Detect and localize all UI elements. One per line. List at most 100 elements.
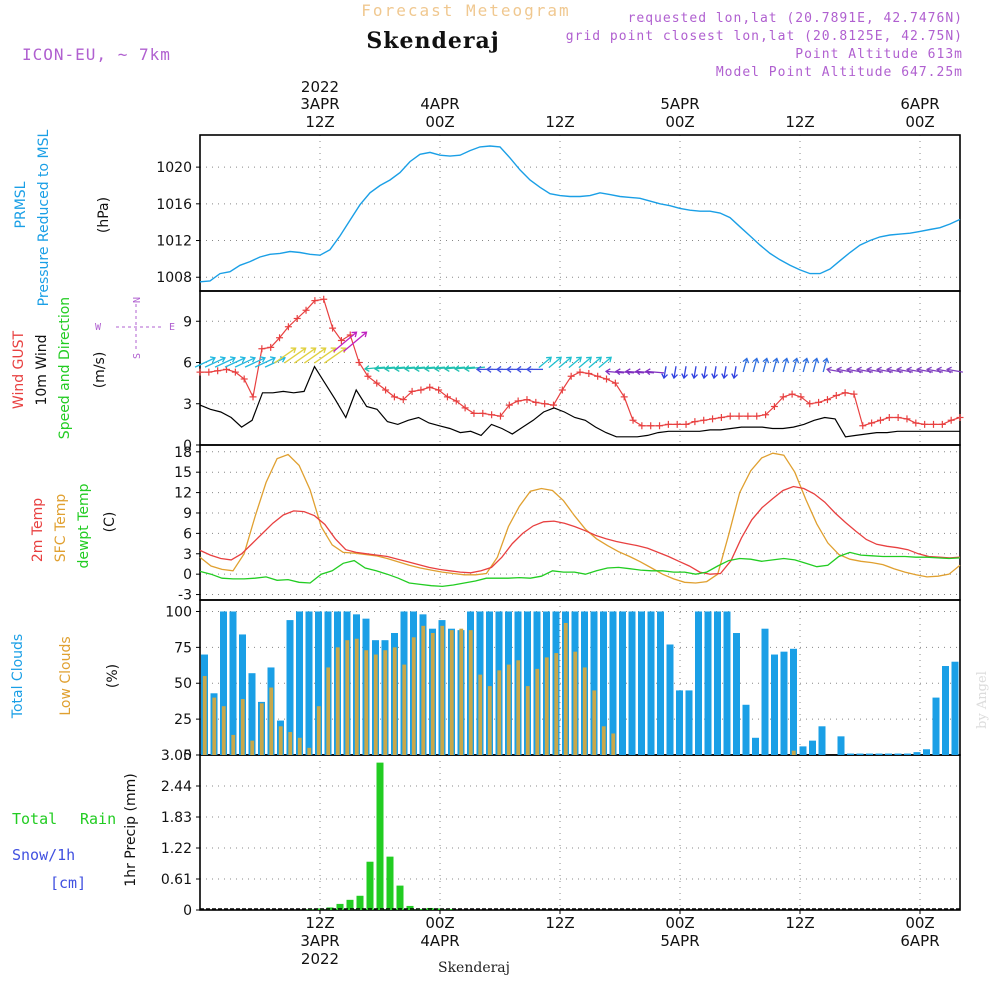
wind-arrow: [323, 347, 347, 364]
time-label-bottom: 00Z: [665, 914, 694, 932]
total-cloud-bar: [923, 749, 930, 755]
low-cloud-bar: [468, 630, 473, 755]
low-cloud-bar: [573, 651, 578, 755]
total-cloud-bar: [486, 611, 493, 755]
wind-arrow: [772, 358, 778, 373]
wind-arrowhead: [731, 373, 739, 380]
total-cloud-bar: [676, 690, 683, 755]
requested-coords: requested lon,lat (20.7891E, 42.7476N): [628, 11, 963, 26]
wind-arrow: [558, 356, 572, 369]
temp-sfc-label: SFC Temp: [53, 494, 69, 563]
wind-arrowhead: [463, 365, 470, 373]
wind-arrow: [723, 366, 727, 379]
ytick-label: 25: [174, 712, 192, 728]
snow-label: Snow/1h: [12, 846, 75, 864]
low-cloud-bar: [791, 750, 796, 755]
wind-arrowhead: [606, 356, 612, 363]
ytick-label: -3: [178, 588, 192, 604]
total-cloud-bar: [657, 611, 664, 755]
point-altitude: Point Altitude 613m: [795, 47, 963, 62]
wind-arrowhead: [413, 365, 420, 373]
time-label-bottom: 12Z: [305, 914, 334, 932]
precip-axis-label: 1hr Precip (mm): [123, 773, 139, 886]
rain-bar: [346, 899, 354, 910]
total-cloud-bar: [305, 611, 313, 755]
wind-arrowhead: [916, 366, 922, 374]
low-cloud-bar: [430, 633, 435, 755]
low-cloud-bar: [449, 630, 454, 755]
ytick-label: 3.05: [161, 748, 192, 764]
low-cloud-bar: [478, 674, 483, 755]
wind-arrow: [578, 356, 592, 369]
wind-arrow: [568, 356, 582, 369]
wind-arrow: [683, 366, 687, 379]
wind-arrowhead: [936, 366, 942, 374]
total-cloud-bar: [286, 620, 294, 755]
ytick-label: 0.61: [161, 872, 192, 888]
wind-arrowhead: [624, 368, 631, 376]
ytick-label: 1.22: [161, 841, 192, 857]
wind-arrowhead: [711, 373, 719, 380]
rain-bar: [396, 885, 404, 910]
total-cloud-bar: [666, 644, 674, 755]
low-cloud-bar: [269, 687, 274, 755]
wind-arrowhead: [604, 368, 611, 376]
wind-arrow: [782, 358, 788, 373]
wind-arrow: [394, 366, 416, 370]
low-cloud-bar: [592, 690, 597, 755]
total-cloud-bar: [799, 746, 807, 755]
pressure-line: [199, 145, 961, 283]
time-label-top: 3APR: [300, 95, 339, 113]
wind-arrowhead: [361, 331, 368, 338]
wind-arrow: [204, 357, 226, 368]
total-cloud-bar: [809, 740, 816, 755]
axis-labels: 10081012101610200369-3036912151802550751…: [156, 78, 939, 968]
wind-arrowhead: [792, 357, 800, 364]
low-cloud-bar: [354, 638, 359, 755]
pressure-label-1: PRMSL: [13, 181, 29, 228]
wind-arrow: [625, 370, 645, 374]
time-label-top: 2022: [301, 78, 339, 96]
wind-arrowhead: [802, 357, 810, 364]
wind-dir-label: Speed and Direction: [57, 297, 73, 439]
wind-arrow: [792, 358, 798, 373]
gridpoint-coords: grid point closest lon,lat (20.8125E, 42…: [566, 29, 963, 44]
total-cloud-bar: [904, 753, 911, 755]
low-cloud-bar: [307, 747, 312, 755]
total-cloud-bar: [704, 611, 712, 755]
low-cloud-bar: [516, 660, 521, 755]
wind-arrowhead: [239, 356, 246, 363]
wind-arrowhead: [896, 366, 902, 374]
time-label-bottom: 5APR: [660, 932, 699, 950]
wind-arrow: [802, 358, 808, 373]
wind-arrowhead: [681, 373, 689, 380]
total-cloud-bar: [685, 690, 693, 755]
panel-frame-pressure: [199, 134, 961, 292]
wind-arrow: [384, 366, 406, 370]
wind-arrowhead: [209, 356, 216, 363]
low-cloud-bar: [392, 647, 397, 755]
time-label-top: 6APR: [900, 95, 939, 113]
wind-arrow: [234, 357, 256, 368]
ytick-label: 1.83: [161, 810, 192, 826]
total-cloud-bar: [723, 611, 731, 755]
wind-arrowhead: [525, 365, 532, 373]
compass-s: S: [132, 353, 143, 359]
total-cloud-bar: [894, 753, 902, 755]
wind-arrowhead: [701, 373, 709, 380]
total-cloud-bar: [847, 753, 854, 755]
total-cloud-bar: [695, 611, 702, 755]
wind-arrow: [752, 358, 758, 373]
wind-arrowhead: [475, 365, 482, 373]
wind-arrow: [224, 357, 246, 368]
wind-arrowhead: [495, 365, 502, 373]
wind-arrowhead: [596, 356, 602, 363]
time-label-top: 00Z: [425, 113, 454, 131]
wind-arrow: [538, 356, 552, 369]
total-cloud-bar: [714, 611, 721, 755]
time-label-bottom: 00Z: [905, 914, 934, 932]
wind-arrowhead: [812, 357, 820, 364]
time-label-bottom: 3APR: [300, 932, 339, 950]
wind-arrowhead: [762, 357, 770, 364]
